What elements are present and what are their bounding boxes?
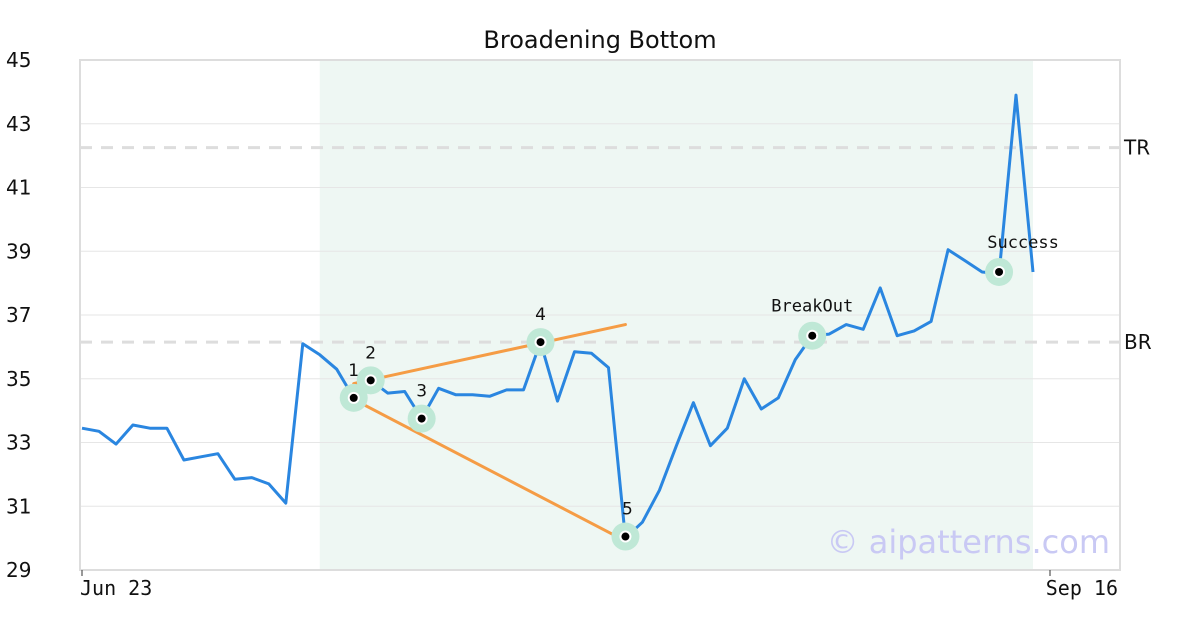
level-label-tr: TR xyxy=(1123,136,1150,160)
price-series xyxy=(81,93,1035,540)
annotation-dot xyxy=(995,267,1004,276)
x-tick-label: Jun 23 xyxy=(80,576,152,600)
chart-title: Broadening Bottom xyxy=(483,26,716,54)
pattern-point-label: 1 xyxy=(348,361,359,381)
pattern-points: 12 3 4 5 xyxy=(339,305,640,551)
level-label-br: BR xyxy=(1124,330,1152,354)
x-axis-ticks: Jun 23 Sep 16 xyxy=(80,570,1118,600)
annotation-dot xyxy=(808,331,817,340)
annotations: BreakOut Success xyxy=(771,233,1059,350)
pattern-point-label: 4 xyxy=(535,305,546,325)
y-axis-ticks: 29 31 33 35 37 39 41 43 45 xyxy=(6,48,31,582)
y-tick-label: 43 xyxy=(6,112,31,136)
y-tick-label: 29 xyxy=(6,558,31,582)
plot-frame xyxy=(79,59,1121,571)
annotation-label: BreakOut xyxy=(771,297,853,317)
trendline xyxy=(352,323,627,386)
pattern-point-dot xyxy=(349,393,358,402)
grid-lines xyxy=(80,123,1120,507)
price-line xyxy=(81,93,1035,540)
trendline xyxy=(352,397,619,539)
pattern-point-dot xyxy=(366,376,375,385)
y-tick-label: 33 xyxy=(6,431,31,455)
annotation-label: Success xyxy=(987,233,1059,253)
level-lines: TR BR xyxy=(80,136,1152,354)
pattern-point-label: 3 xyxy=(416,382,427,402)
y-tick-label: 39 xyxy=(6,239,31,263)
pattern-point-dot xyxy=(536,338,545,347)
y-tick-label: 41 xyxy=(6,176,31,200)
pattern-point-dot xyxy=(417,414,426,423)
y-tick-label: 31 xyxy=(6,494,31,518)
y-tick-label: 37 xyxy=(6,303,31,327)
x-tick-label: Sep 16 xyxy=(1046,576,1118,600)
trendlines xyxy=(352,323,627,539)
pattern-point-dot xyxy=(621,532,630,541)
pattern-point-label: 5 xyxy=(622,500,633,520)
y-tick-label: 35 xyxy=(6,367,31,391)
pattern-point-label: 2 xyxy=(365,343,376,363)
watermark: © aipatterns.com xyxy=(827,523,1110,561)
y-tick-label: 45 xyxy=(6,48,31,72)
